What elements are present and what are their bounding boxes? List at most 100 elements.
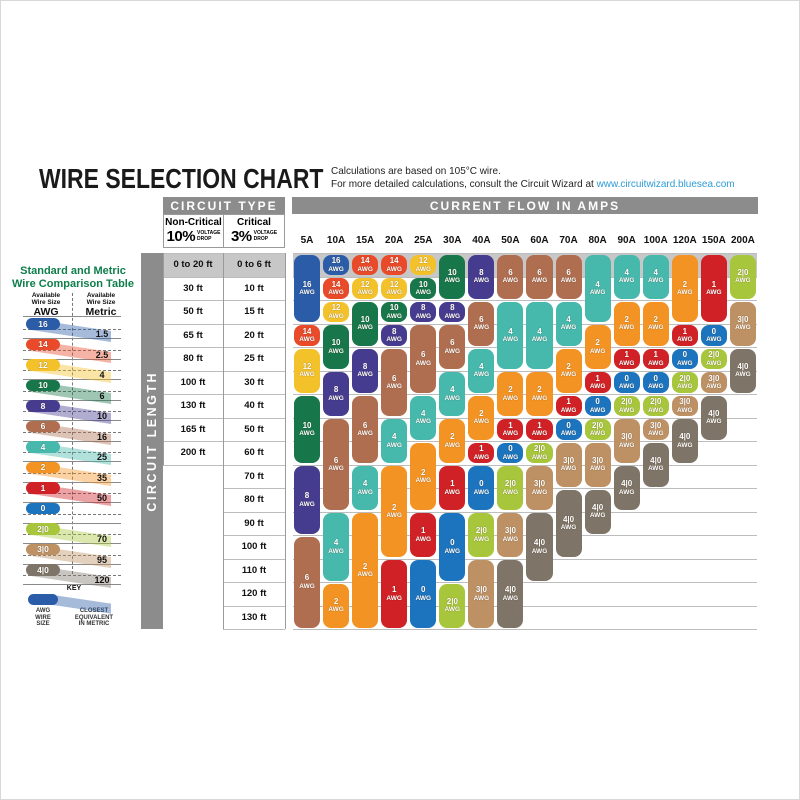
awg-capsule-20A-10: 10 AWG	[381, 301, 408, 322]
comparison-row-line	[23, 379, 121, 380]
capsule-awg-unit: AWG	[473, 488, 490, 496]
capsule-awg-unit: AWG	[386, 289, 402, 296]
gridline-horizontal	[292, 276, 758, 278]
awg-capsule-15A-6: 6 AWG	[352, 395, 379, 463]
note-line1: Calculations are based on 105°C wire.	[331, 165, 501, 177]
vd4: DROP	[253, 235, 269, 242]
capsule-awg-number: 2	[508, 385, 513, 395]
capsule-awg-number: 4	[566, 314, 571, 324]
capsule-awg-number: 2	[362, 561, 368, 571]
capsule-awg-number: 2	[391, 502, 397, 512]
capsule-awg-number: 6	[537, 267, 542, 277]
awg-capsule-25A-8: 8 AWG	[410, 301, 437, 322]
capsule-awg-unit: AWG	[473, 418, 490, 426]
comparison-row-line	[23, 543, 121, 544]
capsule-awg-unit: AWG	[328, 606, 344, 614]
capsule-awg-number: 2	[450, 432, 455, 442]
capsule-awg-unit: AWG	[531, 547, 548, 555]
length-col-border-left	[163, 253, 164, 465]
gridline-horizontal-length	[163, 300, 285, 301]
capsule-awg-number: 4|0	[504, 585, 516, 594]
capsule-awg-number: 1	[711, 279, 717, 289]
awg-capsule-120A-20: 2|0 AWG	[671, 372, 698, 393]
capsule-awg-unit: AWG	[357, 324, 373, 332]
metric-value: 35	[96, 472, 107, 483]
awg-capsule-150A-30: 3|0 AWG	[700, 372, 727, 393]
critical-length-cell: 30 ft	[244, 376, 264, 388]
critical-length-cell: 110 ft	[241, 564, 267, 576]
awg-capsule-20A-1: 1 AWG	[381, 560, 408, 628]
awg-capsule-80A-4: 4 AWG	[584, 254, 611, 322]
amp-column-label: 150A	[701, 235, 726, 246]
capsule-awg-unit: AWG	[531, 453, 548, 461]
gridline-horizontal	[292, 323, 758, 325]
awg-capsule-40A-4: 4 AWG	[468, 348, 495, 393]
awg-capsule-100A-1: 1 AWG	[642, 348, 669, 369]
capsule-awg-number: 2	[595, 338, 600, 348]
capsule-awg-number: 0	[653, 373, 658, 383]
capsule-awg-unit: AWG	[502, 430, 519, 437]
amp-column-label: 15A	[355, 235, 375, 246]
critical-cell: Critical 3% VOLTAGE DROP	[223, 214, 285, 248]
header-row-band-lengths	[163, 253, 285, 277]
metric-value: 120	[94, 575, 110, 585]
capsule-awg-unit: AWG	[677, 383, 693, 390]
non-critical-length-cell: 130 ft	[180, 400, 206, 412]
capsule-awg-number: 1	[653, 350, 658, 359]
capsule-awg-unit: AWG	[735, 277, 751, 285]
capsule-awg-unit: AWG	[386, 336, 402, 343]
metric-value: 95	[96, 554, 107, 565]
capsule-awg-unit: AWG	[735, 324, 751, 332]
awg-capsule-80A-30: 3|0 AWG	[584, 442, 611, 487]
capsule-awg-number: 2|0	[650, 397, 662, 406]
amp-column-label: 90A	[617, 235, 636, 246]
capsule-awg-unit: AWG	[299, 582, 315, 590]
capsule-awg-number: 4	[391, 432, 397, 442]
awg-capsule-20A-4: 4 AWG	[381, 419, 408, 463]
metric-value: 70	[96, 534, 107, 544]
capsule-awg-unit: AWG	[386, 312, 402, 320]
capsule-awg-unit: AWG	[328, 347, 344, 355]
gridline-horizontal-length	[223, 605, 285, 607]
awg-capsule-30A-2: 2 AWG	[439, 419, 466, 463]
comparison-row-line	[23, 563, 121, 565]
awg-capsule-70A-6: 6 AWG	[555, 254, 582, 299]
awg-capsule-90A-40: 4|0 AWG	[613, 466, 640, 510]
capsule-awg-number: 2|0	[737, 267, 749, 277]
awg-capsule-20A-8: 8 AWG	[381, 325, 408, 346]
awg-capsule-150A-40: 4|0 AWG	[700, 395, 727, 440]
critical-length-cell: 100 ft	[241, 541, 267, 553]
note-line2: For more detailed calculations, consult …	[331, 178, 735, 191]
awg-capsule-10A-8: 8 AWG	[323, 372, 350, 416]
awg-pill-2: 2	[26, 461, 60, 473]
capsule-awg-unit: AWG	[735, 371, 751, 379]
capsule-awg-unit: AWG	[502, 336, 519, 343]
capsule-awg-number: 4|0	[708, 408, 720, 418]
awg-capsule-15A-2: 2 AWG	[352, 513, 379, 628]
awg-capsule-200A-30: 3|0 AWG	[729, 301, 756, 346]
circuit-wizard-link[interactable]: www.circuitwizard.bluesea.com	[596, 177, 735, 190]
capsule-awg-number: 4	[537, 326, 542, 336]
awg-pill-20: 2|0	[26, 523, 60, 535]
capsule-awg-number: 4|0	[650, 455, 662, 465]
capsule-awg-number: 2	[537, 385, 542, 395]
awg-capsule-15A-12: 12 AWG	[352, 278, 379, 299]
awg-capsule-15A-8: 8 AWG	[352, 348, 379, 393]
comparison-row-line	[23, 481, 121, 483]
capsule-awg-number: 0	[479, 479, 484, 489]
capsule-awg-unit: AWG	[677, 359, 693, 367]
capsule-awg-number: 0	[508, 444, 513, 453]
capsule-awg-number: 4|0	[737, 361, 749, 371]
capsule-awg-number: 0	[450, 538, 455, 547]
capsule-awg-unit: AWG	[444, 606, 461, 614]
capsule-awg-unit: AWG	[386, 594, 402, 602]
awg-capsule-40A-2: 2 AWG	[468, 395, 495, 440]
awg-capsule-10A-2: 2 AWG	[323, 583, 350, 628]
capsule-awg-number: 2	[421, 467, 426, 477]
gridline-horizontal	[292, 441, 758, 442]
comparison-row-line	[23, 522, 121, 524]
awg-capsule-40A-30: 3|0 AWG	[468, 560, 495, 628]
non-critical-length-cell: 200 ft	[180, 447, 206, 459]
capsule-awg-unit: AWG	[444, 312, 461, 320]
awg-pill-4: 4	[26, 441, 60, 453]
